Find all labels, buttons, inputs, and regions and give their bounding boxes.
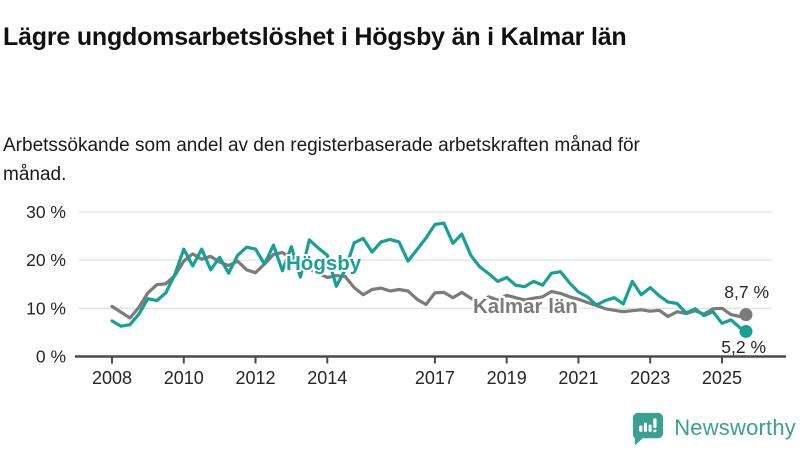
x-tick-label: 2019 (487, 368, 527, 388)
series-end-dot-kalmar-lan (739, 308, 753, 322)
newsworthy-brand: Newsworthy (630, 410, 796, 445)
newsworthy-brand-text: Newsworthy (674, 414, 796, 440)
series-end-value-label: 5,2 % (721, 337, 766, 357)
x-tick-label: 2012 (235, 368, 275, 388)
x-tick-label: 2014 (307, 368, 347, 388)
series-label-hogsby: Högsby (286, 252, 362, 275)
page-title: Lägre ungdomsarbetslöshet i Högsby än i … (3, 22, 627, 51)
x-tick-label: 2017 (415, 368, 455, 388)
series-end-value-label: 8,7 % (724, 282, 769, 302)
y-tick-label: 10 % (26, 298, 66, 318)
chart-subtitle: Arbetssökande som andel av den registerb… (3, 135, 640, 186)
x-tick-label: 2025 (702, 368, 742, 388)
x-tick-label: 2010 (164, 368, 204, 388)
series-end-dot-hogsby (739, 324, 753, 338)
newsworthy-logo-icon (633, 412, 664, 445)
y-tick-label: 0 % (36, 347, 66, 367)
y-tick-label: 30 % (26, 202, 66, 222)
x-tick-label: 2021 (558, 368, 598, 388)
series-line-hogsby (110, 221, 748, 334)
unemployment-line-chart: 0 % 10 % 20 % 30 % 2008 2010 2012 2014 2017 2019 2… (26, 202, 786, 388)
y-tick-label: 20 % (26, 250, 66, 270)
x-tick-label: 2008 (92, 368, 132, 388)
series-label-kalmar-lan: Kalmar län (473, 295, 578, 318)
x-tick-label: 2023 (630, 368, 670, 388)
